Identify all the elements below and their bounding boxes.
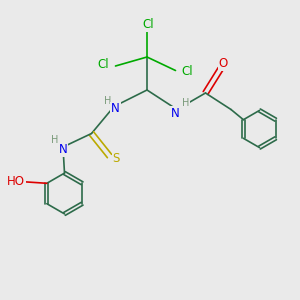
Text: O: O — [219, 57, 228, 70]
Text: HO: HO — [7, 175, 25, 188]
Text: N: N — [111, 102, 120, 116]
Text: H: H — [104, 96, 111, 106]
Text: S: S — [112, 152, 120, 166]
Text: N: N — [58, 143, 68, 156]
Text: H: H — [51, 135, 58, 146]
Text: Cl: Cl — [182, 65, 193, 79]
Text: N: N — [171, 106, 180, 120]
Text: Cl: Cl — [98, 58, 109, 71]
Text: H: H — [182, 98, 189, 108]
Text: Cl: Cl — [143, 18, 154, 31]
